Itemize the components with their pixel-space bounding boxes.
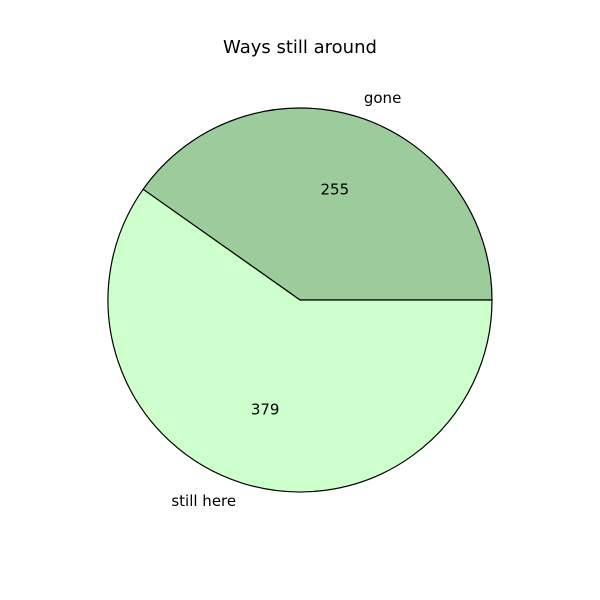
- pie-labels: gone 255 still here 379: [171, 89, 401, 510]
- pie-slice-still-here: [107, 188, 493, 493]
- slice-value-still-here: 379: [251, 400, 280, 418]
- pie-slices: [107, 107, 493, 493]
- pie-slice-gone: [142, 107, 493, 301]
- slice-label-still-here: still here: [171, 492, 236, 510]
- slice-value-gone: 255: [321, 181, 350, 199]
- chart-title: Ways still around: [223, 37, 377, 58]
- slice-label-gone: gone: [364, 89, 401, 107]
